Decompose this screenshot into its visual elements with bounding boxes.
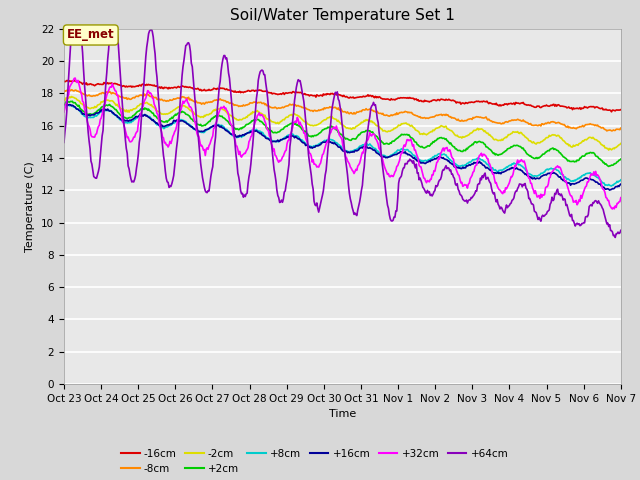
+32cm [159, 135, 167, 141]
+2cm [68, 98, 76, 104]
+32cm [60, 109, 68, 115]
+32cm [313, 164, 321, 170]
+8cm [60, 104, 68, 110]
+64cm [389, 217, 397, 223]
Text: EE_met: EE_met [67, 28, 115, 41]
+32cm [389, 174, 397, 180]
+8cm [313, 143, 321, 149]
+32cm [204, 146, 212, 152]
+16cm [389, 152, 397, 158]
-8cm [204, 99, 212, 105]
+32cm [433, 159, 440, 165]
Line: -8cm: -8cm [64, 90, 621, 131]
+8cm [607, 183, 615, 189]
Title: Soil/Water Temperature Set 1: Soil/Water Temperature Set 1 [230, 9, 455, 24]
-2cm [605, 147, 612, 153]
-2cm [617, 141, 625, 146]
+2cm [605, 164, 612, 169]
-8cm [389, 112, 397, 118]
-2cm [68, 94, 76, 99]
Legend: -16cm, -8cm, -2cm, +2cm, +8cm, +16cm, +32cm, +64cm: -16cm, -8cm, -2cm, +2cm, +8cm, +16cm, +3… [116, 444, 513, 478]
+8cm [480, 159, 488, 165]
+64cm [72, 0, 80, 4]
-8cm [433, 112, 440, 118]
+64cm [159, 153, 167, 158]
+64cm [617, 228, 625, 233]
+16cm [606, 187, 614, 193]
+64cm [204, 188, 212, 193]
+64cm [433, 184, 440, 190]
-2cm [159, 111, 167, 117]
+32cm [480, 152, 488, 157]
+2cm [313, 132, 321, 138]
+8cm [67, 102, 74, 108]
-16cm [480, 98, 488, 104]
-2cm [60, 97, 68, 103]
+64cm [60, 140, 68, 145]
+32cm [617, 195, 625, 201]
-16cm [607, 109, 615, 115]
-8cm [60, 89, 68, 95]
+8cm [204, 126, 212, 132]
+8cm [389, 151, 397, 157]
-2cm [204, 112, 212, 118]
+64cm [611, 235, 619, 240]
Line: +2cm: +2cm [64, 101, 621, 167]
-2cm [433, 125, 440, 131]
+16cm [204, 126, 212, 132]
+16cm [480, 163, 488, 168]
-2cm [389, 127, 397, 132]
Line: +32cm: +32cm [64, 78, 621, 209]
+2cm [389, 138, 397, 144]
+32cm [71, 75, 79, 81]
+16cm [159, 123, 167, 129]
-16cm [617, 107, 625, 112]
-16cm [159, 85, 167, 91]
-8cm [617, 125, 625, 131]
X-axis label: Time: Time [329, 409, 356, 419]
-8cm [159, 98, 167, 104]
Line: -16cm: -16cm [64, 81, 621, 112]
-8cm [603, 128, 611, 134]
-16cm [389, 96, 397, 102]
-16cm [204, 87, 212, 93]
+2cm [617, 156, 625, 162]
+8cm [617, 177, 625, 183]
Line: +16cm: +16cm [64, 105, 621, 190]
-8cm [480, 115, 488, 121]
Line: -2cm: -2cm [64, 96, 621, 150]
Y-axis label: Temperature (C): Temperature (C) [26, 161, 35, 252]
+64cm [313, 200, 321, 206]
+8cm [159, 126, 167, 132]
Line: +64cm: +64cm [64, 1, 621, 238]
+2cm [60, 101, 68, 107]
-16cm [313, 92, 321, 97]
-16cm [60, 78, 68, 84]
-2cm [313, 122, 321, 128]
+64cm [480, 172, 488, 178]
+2cm [433, 137, 440, 143]
-16cm [433, 98, 440, 104]
+2cm [204, 120, 212, 125]
+16cm [433, 155, 440, 161]
+16cm [313, 143, 321, 149]
+32cm [609, 206, 616, 212]
Line: +8cm: +8cm [64, 105, 621, 186]
-2cm [480, 129, 488, 134]
+16cm [60, 102, 68, 108]
+2cm [159, 119, 167, 125]
+16cm [66, 102, 74, 108]
-8cm [68, 87, 76, 93]
-8cm [313, 108, 321, 114]
+2cm [480, 141, 488, 147]
+8cm [433, 153, 440, 158]
+16cm [617, 181, 625, 187]
-16cm [63, 78, 70, 84]
